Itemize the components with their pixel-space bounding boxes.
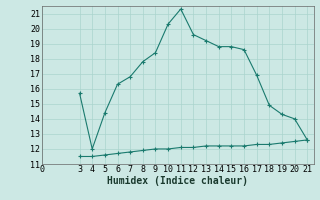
X-axis label: Humidex (Indice chaleur): Humidex (Indice chaleur) — [107, 176, 248, 186]
